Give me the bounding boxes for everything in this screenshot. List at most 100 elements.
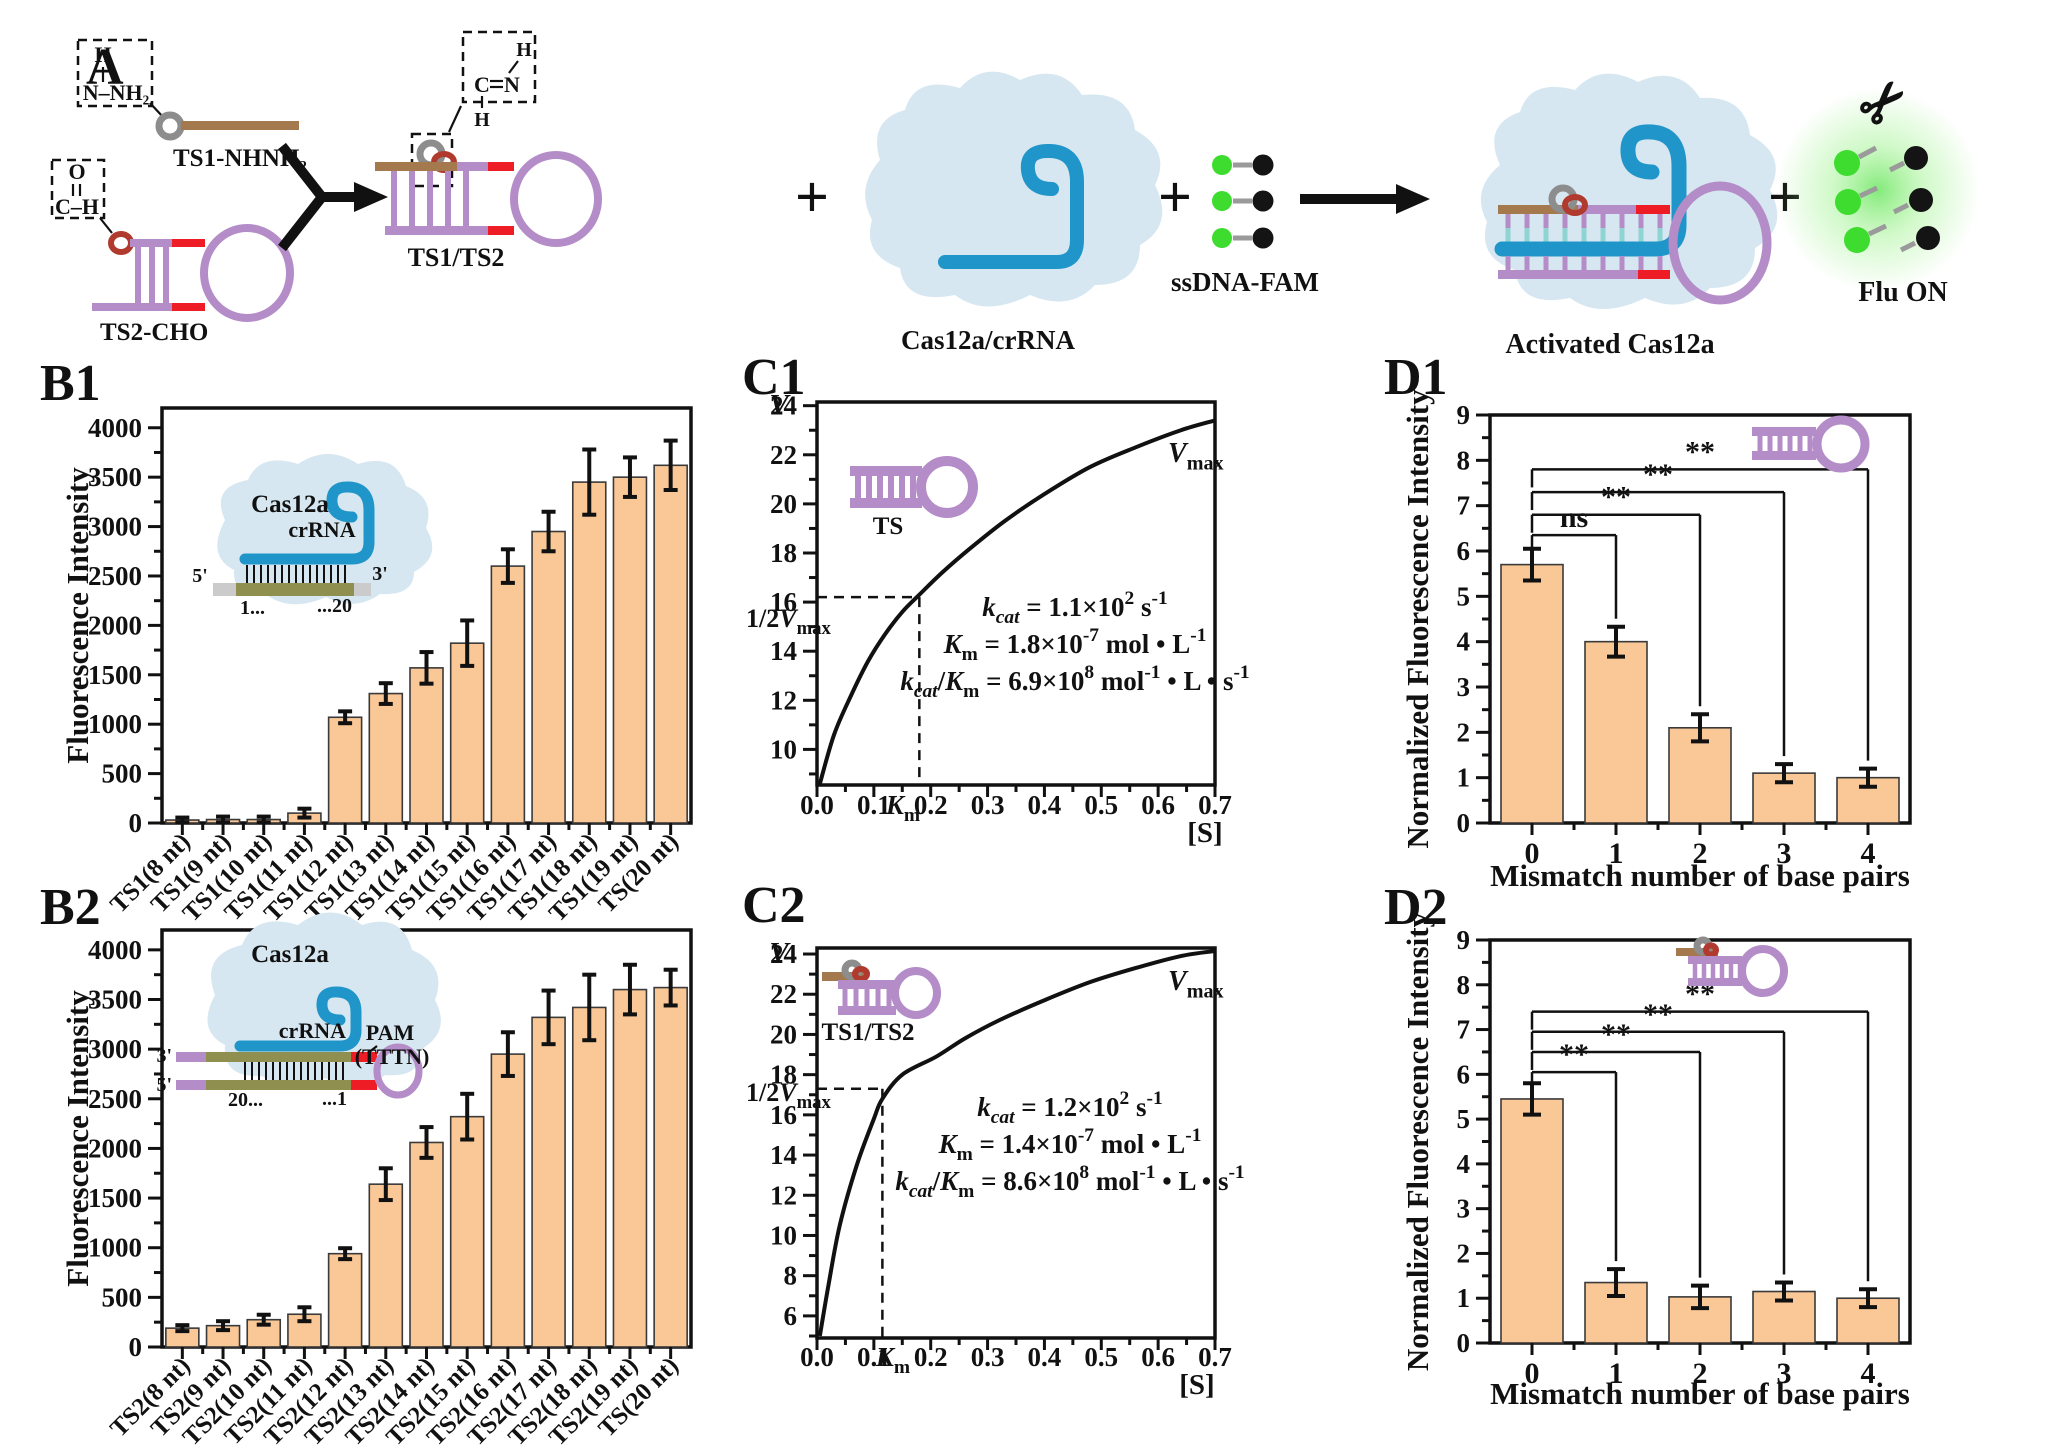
ts2-rungs [135,247,169,303]
bar [571,481,607,824]
ssdna-fam-group: ssDNA-FAM [1171,154,1319,297]
d2-hairpin-rungs [1692,964,1743,978]
bar [368,1183,404,1348]
y-tick-label: 9 [1457,400,1471,430]
bar [1584,640,1648,824]
x-tick-label: 0.4 [1028,790,1062,820]
substrate-axis-label: [S] [1179,1369,1214,1401]
bar [409,667,444,824]
y-tick-label: 2 [1457,1238,1471,1268]
imine-box [461,30,537,104]
michaelis-menten-curve [817,949,1216,1337]
product-rungs [391,171,469,226]
imine-c: C [474,72,490,97]
b2-inset-cas12a-label: Cas12a [251,941,329,968]
b2-inset-loop [373,1043,423,1099]
c2-inset-label: TS1/TS2 [821,1019,914,1046]
bar [368,692,404,824]
x-tick-label: 0.0 [800,1342,834,1372]
x-tick-label: 0.6 [1141,790,1175,820]
ts2-loop [200,224,294,322]
y-tick-label: 3 [1457,1194,1471,1224]
b2-inset-crrna-label: crRNA [279,1018,346,1043]
flu-on-label: Flu ON [1858,277,1947,308]
x-tick-label: 0.0 [800,790,834,820]
c2-hairpin-bottom-bar [838,1006,896,1015]
y-tick-label: 2500 [88,1084,142,1114]
y-tick-label: 14 [770,1140,797,1170]
half-vmax-label: 1/2Vmax [746,1078,832,1113]
kinetics-line: kcat/Km = 8.6×108 mol-1 • L • s-1 [895,1162,1244,1202]
d2-hairpin-top-bar [1688,956,1742,964]
y-tick-label: 1500 [88,1183,142,1213]
y-tick-label: 16 [770,1100,797,1130]
b2-inset-crrna-ribbon-icon [234,986,362,1052]
b1-inset-crrna-label: crRNA [288,517,355,542]
b2-inset-bottom-pam [351,1080,377,1090]
x-axis-title: Mismatch number of base pairs [1490,1376,1910,1411]
kinetics-line: Km = 1.4×10-7 mol • L-1 [938,1125,1202,1165]
y-tick-label: 22 [770,979,797,1009]
ts1-nhnh2-group: H N–NH₂ TS1-NHNH₂ [76,38,307,172]
arrow-head-icon [354,182,388,212]
y-tick-label: 1500 [88,660,142,690]
b1-inset-cas12a-label: Cas12a [251,491,329,518]
c2-hairpin-rungs [842,989,892,1006]
quencher-dot-icon [1252,190,1274,212]
x-tick-label: 0.3 [971,790,1005,820]
b2-inset-pam-seq-label: (TTTN) [355,1044,430,1069]
bar [612,988,648,1348]
x-tick-label: 0.1 [857,790,891,820]
y-tick-label: 2 [1457,717,1471,747]
x-tick-label: 0.4 [1028,1342,1062,1372]
b2-inset-cas12a-diagram: Cas12a crRNA PAM (TTTN) 3' 5' 20... ...1 [156,912,441,1111]
x-category-label: 0 [1525,1357,1540,1390]
product-label: TS1/TS2 [408,243,505,272]
product-bottom-purple [385,226,488,235]
cas12a-crrna-group: Cas12a/crRNA [865,71,1163,355]
y-tick-label: 3 [1457,672,1471,702]
activated-loop [1668,181,1772,305]
aldehyde-o: O [68,159,85,184]
x-category-label: 1 [1609,837,1624,870]
panel-c1-letter: C1 [742,349,806,406]
ts2-bottom-strand [92,303,172,311]
bar [531,530,566,824]
y-tick-label: 6 [784,1301,798,1331]
product-top-purple [457,162,488,171]
x-tick-label: 0.5 [1084,790,1118,820]
y-tick-label: 6 [1457,536,1471,566]
c1-inset-label: TS [873,513,904,540]
d1-hairpin-top-bar [1752,427,1816,436]
activated-teal-rungs [1505,228,1663,242]
bar [653,464,688,824]
x-category-label: 3 [1777,837,1792,870]
b2-inset-end: ...1 [322,1088,347,1110]
c1-inset-ts-hairpin: TS [850,456,978,540]
half-vmax-label: 1/2Vmax [746,604,832,639]
fam-dot-on-icon [1835,189,1861,215]
significance-label: ** [1643,458,1673,491]
x-tick-label: 0.2 [914,1342,948,1372]
d1-hairpin-rungs [1757,436,1813,451]
significance-label: ns [1560,501,1588,534]
fam-dot-icon [1212,191,1232,211]
y-tick-label: 22 [770,440,797,470]
y-tick-label: 5 [1457,581,1471,611]
chart-c1: 10 12 14 16 18 20 22 24 0.0 0.1 0.2 0.3 0.4 0.5 0.6 0.7… [746,389,1250,849]
c2-inset-ts1ts2-hairpin: TS1/TS2 [821,959,941,1046]
y-tick-label: 500 [102,1282,143,1312]
activated-brown-strand [1498,205,1578,214]
x-category-label: 4 [1861,837,1876,870]
y-tick-label: 3500 [88,462,142,492]
plus-sign-1: + [795,164,829,230]
bar [1500,1098,1564,1344]
y-tick-label: 2500 [88,561,142,591]
y-tick-label: 4 [1457,1149,1471,1179]
y-tick-label: 1 [1457,763,1471,793]
ts2-top-strand [130,239,174,247]
x-category-label: 2 [1693,837,1708,870]
activated-top-purple [1578,205,1636,214]
c1-hairpin-loop [916,456,978,518]
